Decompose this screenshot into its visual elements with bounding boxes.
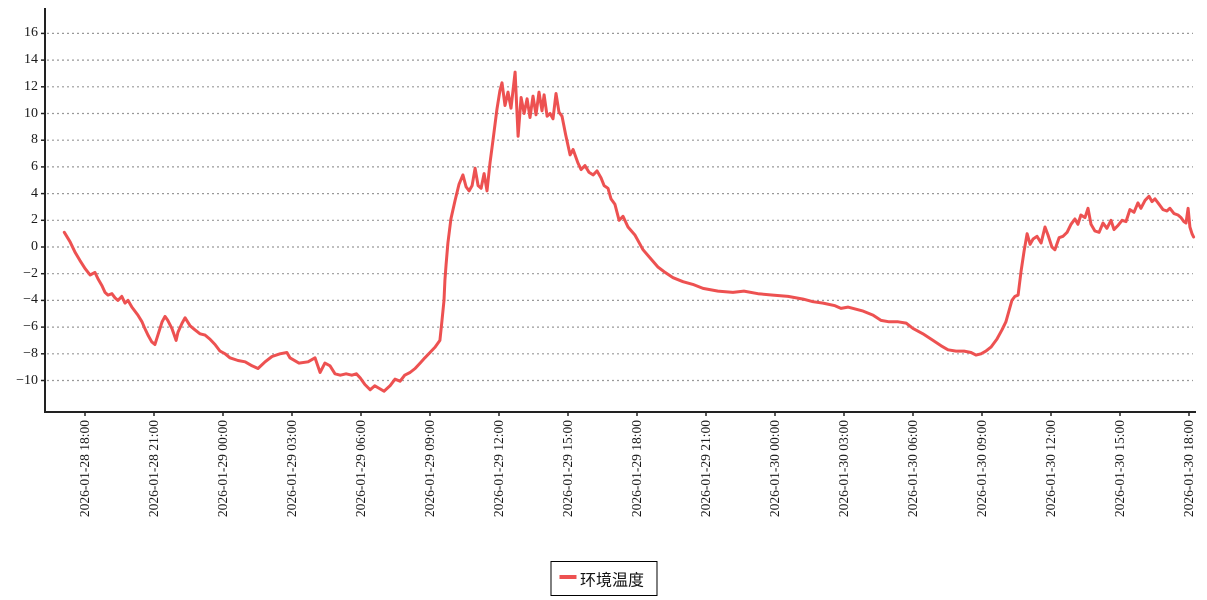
x-axis-tick-label: 2026-01-29 12:00 [491, 420, 506, 518]
y-axis-tick-label: −6 [23, 319, 38, 335]
x-axis-tick-label: 2026-01-29 18:00 [629, 420, 644, 518]
y-axis-tick-label: 4 [31, 185, 38, 201]
x-axis-tick-label: 2026-01-29 09:00 [422, 420, 437, 518]
x-axis-tick-label: 2026-01-30 03:00 [836, 420, 851, 518]
x-axis-tick-label: 2026-01-29 03:00 [284, 420, 299, 518]
legend-item-ambient-temperature[interactable]: 环境温度 [558, 569, 645, 589]
y-axis-tick-label: 16 [24, 25, 38, 41]
legend-label: 环境温度 [579, 572, 645, 589]
y-axis-tick-label: −2 [23, 265, 38, 281]
x-axis-tick-label: 2026-01-28 21:00 [146, 420, 161, 518]
y-axis-tick-label: 0 [31, 239, 38, 254]
x-axis-tick-label: 2026-01-29 15:00 [560, 420, 575, 518]
x-axis-tick-label: 2026-01-30 18:00 [1181, 420, 1196, 518]
x-axis-tick-label: 2026-01-30 06:00 [905, 420, 920, 518]
y-axis-tick-label: −8 [23, 345, 38, 361]
x-axis-tick-label: 2026-01-30 09:00 [974, 420, 989, 518]
y-axis-tick-label: 8 [31, 132, 38, 148]
y-axis-tick-label: 12 [24, 78, 38, 94]
y-axis-tick-label: 6 [31, 158, 38, 174]
x-axis-tick-label: 2026-01-28 18:00 [77, 420, 92, 518]
series-line-环境温度 [62, 70, 1196, 393]
legend: 环境温度 [549, 561, 658, 596]
x-axis-tick-label: 2026-01-30 00:00 [767, 420, 782, 518]
x-axis-tick-label: 2026-01-29 21:00 [698, 420, 713, 518]
y-axis-tick-label: −4 [23, 292, 38, 308]
y-axis-tick-label: 14 [24, 52, 38, 68]
x-axis-tick-label: 2026-01-29 00:00 [215, 420, 230, 518]
line-swatch-icon [558, 575, 576, 579]
x-axis-tick-label: 2026-01-30 12:00 [1043, 420, 1058, 518]
y-axis-tick-label: −10 [16, 372, 38, 388]
x-axis-tick-label: 2026-01-30 15:00 [1112, 420, 1127, 518]
y-axis-tick-label: 2 [31, 212, 38, 228]
x-axis-tick-label: 2026-01-29 06:00 [353, 420, 368, 518]
y-axis-tick-label: 10 [24, 105, 38, 121]
